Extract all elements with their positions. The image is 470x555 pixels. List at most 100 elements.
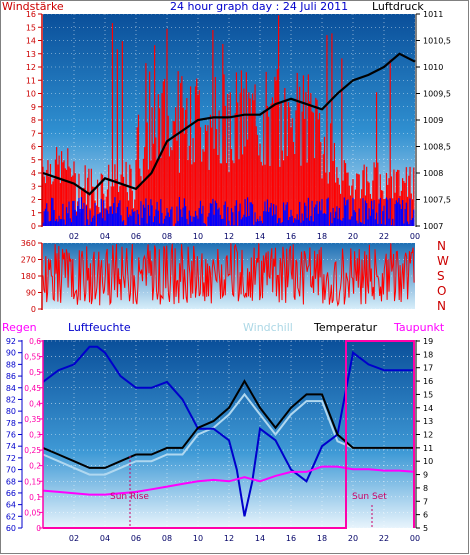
- x-tick-label: 02: [69, 232, 79, 241]
- rain-tick-label: 0,2: [29, 462, 41, 471]
- sunrise-label: Sun Rise: [110, 492, 149, 502]
- compass-label: N: [437, 299, 446, 313]
- dewpoint-line: [42, 465, 416, 496]
- direction-tick-label: 90: [26, 289, 36, 298]
- wind-tick-label: 8: [31, 116, 36, 125]
- rain-tick-label: 0,3: [29, 431, 41, 440]
- pressure-tick-label: 1008,5: [423, 143, 451, 152]
- pressure-tick-label: 1009,5: [423, 90, 451, 99]
- humidity-tick-label: 84: [6, 384, 16, 393]
- humidity-tick-label: 62: [6, 512, 16, 521]
- humidity-tick-label: 66: [6, 489, 16, 498]
- wind-tick-label: 6: [31, 143, 36, 152]
- wind-tick-label: 10: [26, 90, 36, 99]
- direction-tick-label: 180: [21, 272, 36, 281]
- humidity-tick-label: 64: [6, 501, 16, 510]
- pressure-tick-label: 1010: [423, 63, 443, 72]
- wind-tick-label: 15: [26, 23, 36, 32]
- humidity-tick-label: 92: [6, 337, 16, 346]
- x-tick-label: 14: [255, 232, 265, 241]
- temperature-tick-label: 10: [423, 457, 433, 466]
- temperature-tick-label: 8: [423, 484, 428, 493]
- rain-tick-label: 0,35: [24, 415, 41, 424]
- temperature-tick-label: 19: [423, 337, 433, 346]
- humidity-tick-label: 60: [6, 524, 16, 533]
- humidity-tick-label: 68: [6, 477, 16, 486]
- temperature-tick-label: 6: [423, 511, 428, 520]
- x-tick-label: 02: [69, 534, 79, 543]
- x-tick-label: 04: [100, 232, 110, 241]
- x-tick-label: 16: [286, 534, 296, 543]
- direction-tick-label: 270: [21, 256, 36, 265]
- wind-low-bars: [42, 197, 415, 226]
- x-tick-label: 08: [162, 232, 172, 241]
- humidity-tick-label: 72: [6, 454, 16, 463]
- rain-tick-label: 0,4: [29, 399, 41, 408]
- humidity-tick-label: 90: [6, 349, 16, 358]
- legend-dewpoint: Taupunkt: [393, 321, 445, 334]
- temperature-tick-label: 16: [423, 377, 433, 386]
- x-tick-label: 18: [317, 232, 327, 241]
- legend-temperature: Temperatur: [313, 321, 378, 334]
- temperature-tick-label: 14: [423, 404, 433, 413]
- x-tick-label: 12: [224, 232, 234, 241]
- rain-tick-label: 0,15: [24, 477, 41, 486]
- x-tick-label: 10: [193, 534, 203, 543]
- compass-label: O: [437, 284, 446, 298]
- temperature-tick-label: 9: [423, 471, 428, 480]
- wind-tick-label: 0: [31, 222, 36, 231]
- humidity-tick-label: 76: [6, 431, 16, 440]
- wind-tick-label: 5: [31, 156, 36, 165]
- chart-title: 24 hour graph day : 24 Juli 2011: [170, 0, 348, 13]
- pressure-tick-label: 1007: [423, 222, 443, 231]
- pressure-tick-label: 1008: [423, 169, 443, 178]
- wind-tick-label: 4: [31, 169, 36, 178]
- temperature-line: [42, 379, 415, 469]
- humidity-tick-label: 78: [6, 419, 16, 428]
- x-tick-label: 18: [317, 534, 327, 543]
- temperature-tick-label: 13: [423, 417, 433, 426]
- x-tick-label: 20: [348, 232, 358, 241]
- x-tick-label: 00: [410, 534, 420, 543]
- wind-tick-label: 11: [26, 76, 36, 85]
- legend-humidity: Luftfeuchte: [68, 321, 131, 334]
- pressure-tick-label: 1007,5: [423, 196, 451, 205]
- temperature-tick-label: 18: [423, 350, 433, 359]
- pressure-tick-label: 1009: [423, 116, 443, 125]
- rain-tick-label: 0,55: [24, 353, 41, 362]
- wind-tick-label: 13: [26, 50, 36, 59]
- rain-tick-label: 0,45: [24, 384, 41, 393]
- wind-axis-label: Windstärke: [2, 0, 64, 13]
- legend-windchill: Windchill: [243, 321, 293, 334]
- wind-tick-label: 1: [31, 209, 36, 218]
- humidity-tick-label: 88: [6, 360, 16, 369]
- rain-tick-label: 0,6: [29, 337, 41, 346]
- pressure-axis-label: Luftdruck: [372, 0, 424, 13]
- x-tick-label: 14: [255, 534, 265, 543]
- wind-tick-label: 14: [26, 37, 36, 46]
- direction-tick-label: 360: [21, 239, 36, 248]
- temperature-tick-label: 7: [423, 497, 428, 506]
- temperature-tick-label: 17: [423, 364, 433, 373]
- rain-tick-label: 0,1: [29, 493, 41, 502]
- x-tick-label: 00: [410, 232, 420, 241]
- rain-tick-label: 0: [36, 524, 41, 533]
- x-tick-label: 16: [286, 232, 296, 241]
- rain-tick-label: 0,25: [24, 446, 41, 455]
- x-tick-label: 10: [193, 232, 203, 241]
- temperature-tick-label: 15: [423, 390, 433, 399]
- temperature-tick-label: 12: [423, 431, 433, 440]
- humidity-tick-label: 74: [6, 442, 16, 451]
- wind-tick-label: 16: [26, 10, 36, 19]
- pressure-line: [42, 52, 416, 196]
- pressure-tick-label: 1010,5: [423, 37, 451, 46]
- x-tick-label: 12: [224, 534, 234, 543]
- rain-box: [43, 340, 415, 529]
- wind-tick-label: 3: [31, 182, 36, 191]
- wind-tick-label: 7: [31, 129, 36, 138]
- humidity-tick-label: 82: [6, 395, 16, 404]
- x-tick-label: 06: [131, 232, 141, 241]
